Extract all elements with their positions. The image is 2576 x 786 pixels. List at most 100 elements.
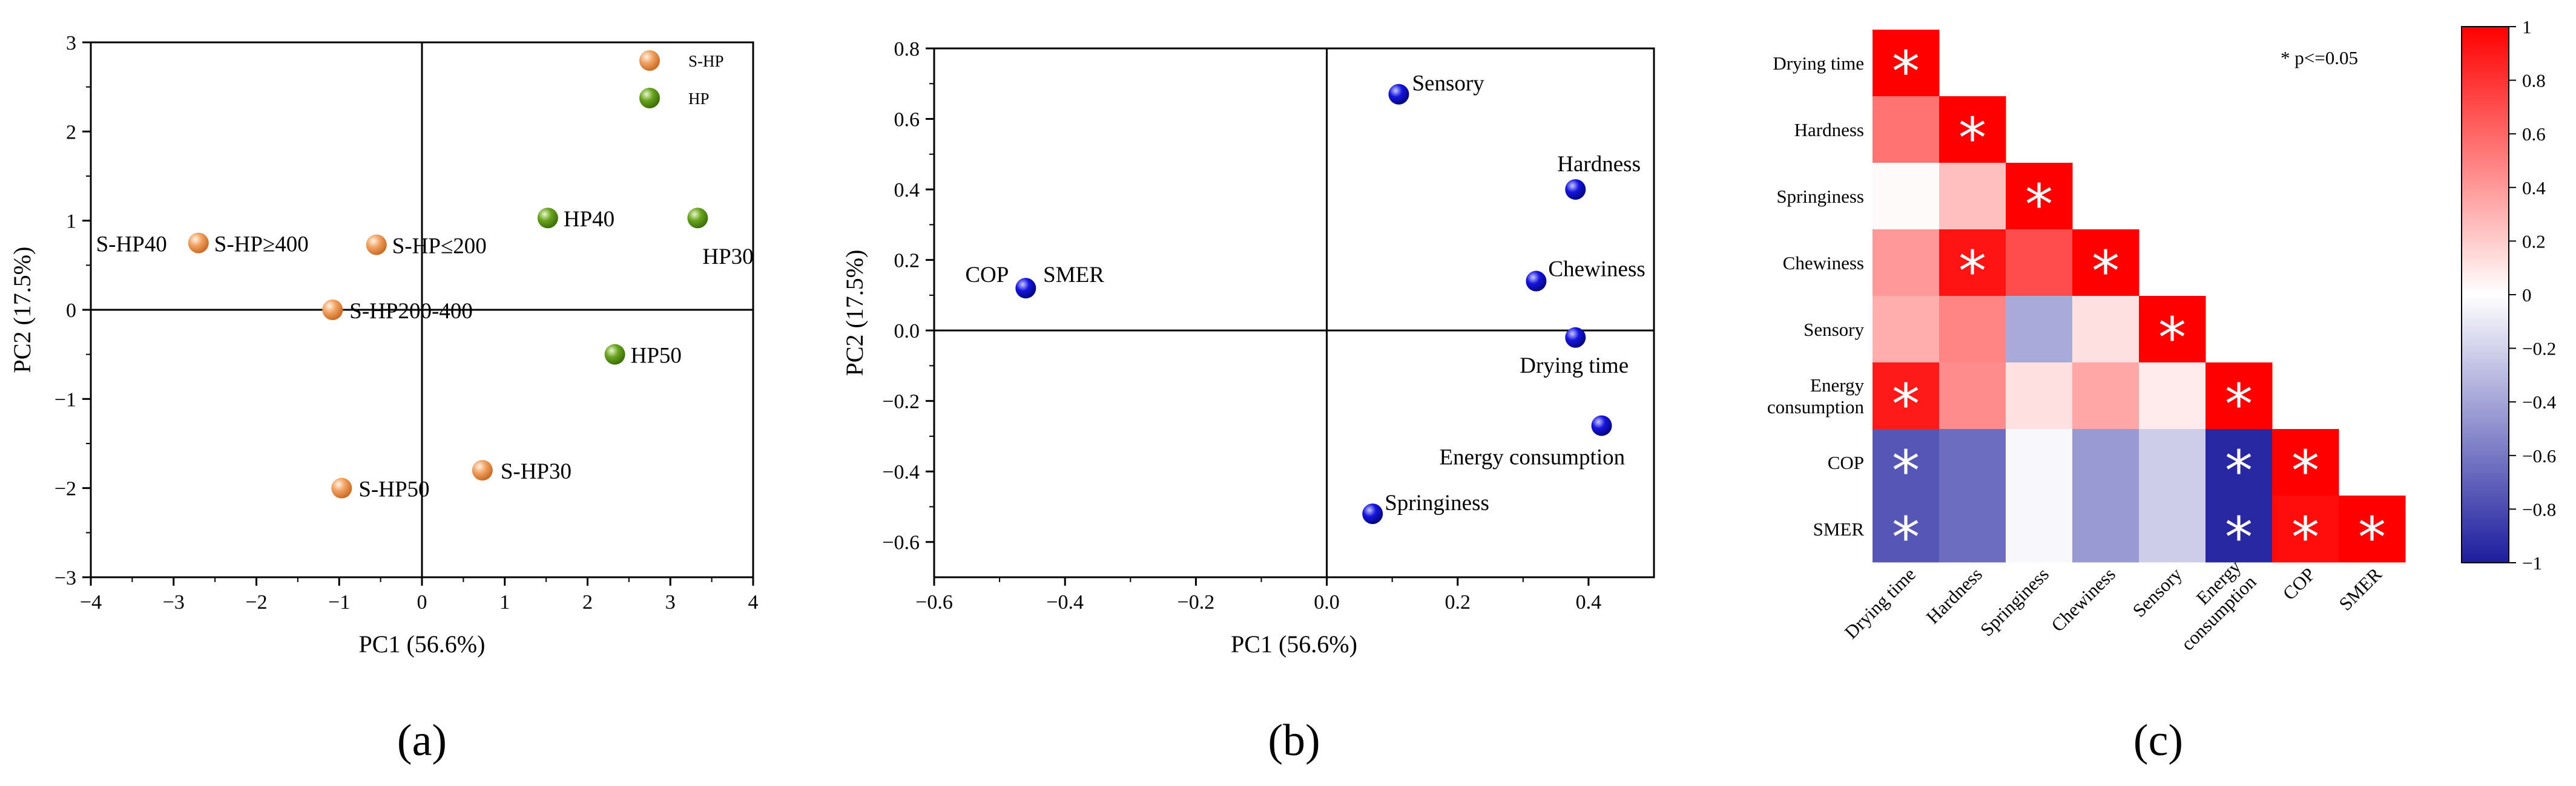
legend-marker bbox=[639, 50, 660, 71]
data-point bbox=[366, 234, 387, 255]
row-label: Chewiness bbox=[1783, 252, 1864, 273]
point-label: COP bbox=[965, 263, 1009, 287]
heatmap-cell bbox=[2139, 496, 2206, 563]
colorbar bbox=[2461, 26, 2509, 563]
heatmap-cell bbox=[2006, 429, 2073, 496]
heatmap-cell bbox=[1939, 96, 2006, 163]
plot-frame bbox=[933, 47, 1655, 578]
heatmap-cell bbox=[1873, 296, 1940, 363]
x-tick-label: −1 bbox=[328, 591, 350, 614]
point-label: S-HP30 bbox=[501, 459, 572, 484]
significance-marker: * bbox=[2025, 172, 2053, 237]
y-tick-label: 2 bbox=[66, 121, 76, 143]
significance-marker: * bbox=[1892, 39, 1920, 104]
panel-label: (a) bbox=[397, 716, 447, 765]
panel-label: (b) bbox=[1268, 716, 1320, 765]
colorbar-tick-label: 0.2 bbox=[2522, 231, 2546, 252]
point-label: S-HP40 bbox=[96, 232, 167, 257]
y-axis-label: PC2 (17.5%) bbox=[841, 250, 868, 376]
x-tick-label: 3 bbox=[665, 591, 676, 614]
significance-marker: * bbox=[2225, 439, 2253, 503]
row-label: COP bbox=[1828, 452, 1864, 473]
y-tick-label: 1 bbox=[66, 211, 76, 233]
column-label: Chewiness bbox=[2047, 563, 2120, 636]
pca-loadings-panel: −0.6 −0.4 −0.2 0.0 0.2 0.4 −0.6 −0.4 −0.2 0.0 0.2 0… bbox=[841, 38, 1655, 765]
heatmap-cell bbox=[1873, 362, 1940, 430]
colorbar-tick-label: −0.4 bbox=[2522, 391, 2557, 413]
heatmap-cell bbox=[2139, 362, 2206, 430]
heatmap-cell bbox=[1939, 496, 2006, 563]
data-point bbox=[1362, 503, 1383, 525]
heatmap-cell bbox=[2272, 429, 2339, 496]
row-label: Hardness bbox=[1794, 119, 1864, 140]
colorbar-tick-label: 1 bbox=[2522, 16, 2532, 38]
column-label: Drying time bbox=[1840, 563, 1920, 643]
colorbar-tick-label: 0 bbox=[2522, 284, 2532, 306]
x-tick-label: 0.0 bbox=[1314, 591, 1340, 614]
significance-marker: * bbox=[2291, 505, 2319, 570]
y-tick-label: −3 bbox=[54, 567, 76, 589]
point-label: HP40 bbox=[564, 207, 614, 232]
point-label: S-HP200-400 bbox=[349, 299, 473, 324]
point-label: Sensory bbox=[1412, 71, 1484, 96]
data-point bbox=[537, 208, 558, 229]
x-tick-label: −2 bbox=[245, 591, 267, 614]
x-tick-label: 4 bbox=[748, 591, 759, 614]
column-label: Hardness bbox=[1922, 563, 1986, 627]
y-tick-label: −0.4 bbox=[882, 461, 920, 483]
column-label: SMER bbox=[2335, 563, 2387, 615]
data-point bbox=[1565, 179, 1586, 200]
panel-label: (c) bbox=[2133, 716, 2183, 765]
data-point bbox=[1526, 270, 1547, 292]
heatmap-cell bbox=[2072, 496, 2140, 563]
heatmap-cell bbox=[2339, 496, 2406, 563]
point-label: HP50 bbox=[631, 344, 682, 368]
y-tick-label: −0.6 bbox=[882, 532, 920, 554]
column-label: Sensory bbox=[2129, 563, 2187, 621]
point-label: Drying time bbox=[1520, 353, 1629, 378]
y-tick-label: 0.8 bbox=[894, 38, 920, 61]
y-tick-label: 0.0 bbox=[894, 320, 920, 342]
significance-marker: * bbox=[1892, 439, 1920, 503]
data-point bbox=[1015, 278, 1036, 299]
heatmap-cell bbox=[2006, 496, 2073, 563]
point-label: SMER bbox=[1043, 263, 1104, 287]
y-tick-label: −2 bbox=[54, 478, 76, 500]
point-label: S-HP≥400 bbox=[214, 232, 309, 257]
heatmap-cell bbox=[2072, 296, 2140, 363]
point-label: Energy consumption bbox=[1440, 445, 1626, 470]
data-point bbox=[331, 477, 352, 499]
heatmap-cell bbox=[2072, 229, 2140, 296]
significance-marker: * bbox=[1958, 106, 1986, 171]
heatmap-cell bbox=[1939, 296, 2006, 363]
data-point bbox=[188, 232, 209, 254]
significance-marker: * bbox=[2225, 372, 2253, 437]
significance-note: * p<=0.05 bbox=[2281, 47, 2358, 68]
colorbar-tick-label: 0.8 bbox=[2522, 70, 2546, 91]
heatmap-cell bbox=[1873, 163, 1940, 230]
x-tick-label: 0 bbox=[417, 591, 427, 614]
data-point bbox=[687, 208, 708, 229]
data-point bbox=[604, 344, 625, 365]
heatmap-cell bbox=[1939, 362, 2006, 430]
point-label: Chewiness bbox=[1548, 257, 1645, 282]
x-tick-label: −3 bbox=[163, 591, 185, 614]
heatmap-cell bbox=[2072, 429, 2140, 496]
heatmap-cell bbox=[1873, 30, 1940, 97]
significance-marker: * bbox=[1892, 505, 1920, 570]
data-point bbox=[1388, 84, 1409, 105]
x-tick-label: −0.6 bbox=[915, 591, 953, 614]
heatmap-cell bbox=[2205, 429, 2273, 496]
point-label: S-HP≤200 bbox=[392, 234, 487, 258]
x-axis-label: PC1 (56.6%) bbox=[1231, 630, 1357, 658]
y-axis-label: PC2 (17.5%) bbox=[8, 247, 36, 373]
heatmap-cell bbox=[2272, 496, 2339, 563]
heatmap-cell bbox=[2072, 362, 2140, 430]
data-point bbox=[1591, 415, 1612, 436]
significance-marker: * bbox=[2291, 439, 2319, 503]
legend-marker bbox=[639, 88, 660, 108]
heatmap-cell bbox=[1873, 429, 1940, 496]
legend-label: HP bbox=[688, 90, 710, 108]
colorbar-tick-label: 0.4 bbox=[2522, 177, 2546, 198]
colorbar-tick-label: −0.2 bbox=[2522, 338, 2556, 359]
